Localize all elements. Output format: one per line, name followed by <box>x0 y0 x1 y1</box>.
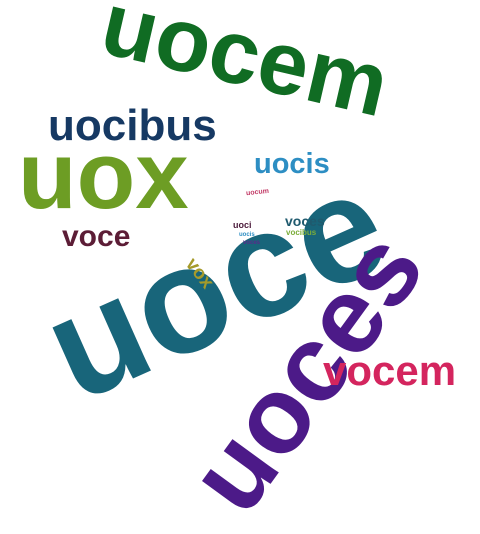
word-uocibus: uocibus <box>48 101 217 150</box>
word-uox: uox <box>18 122 189 229</box>
word-cloud: uocem uocibus uox uocis uoce voce voces … <box>18 0 457 534</box>
word-uoci: uoci <box>233 220 252 230</box>
word-voce: voce <box>62 220 131 253</box>
word-vocibus: vocibus <box>286 228 317 237</box>
word-tiny-1: uocis <box>239 232 255 238</box>
word-uocis: uocis <box>254 148 330 180</box>
word-voces: voces <box>285 213 325 229</box>
word-vocem: vocem <box>323 347 457 394</box>
word-tiny-2: voces <box>243 240 261 246</box>
